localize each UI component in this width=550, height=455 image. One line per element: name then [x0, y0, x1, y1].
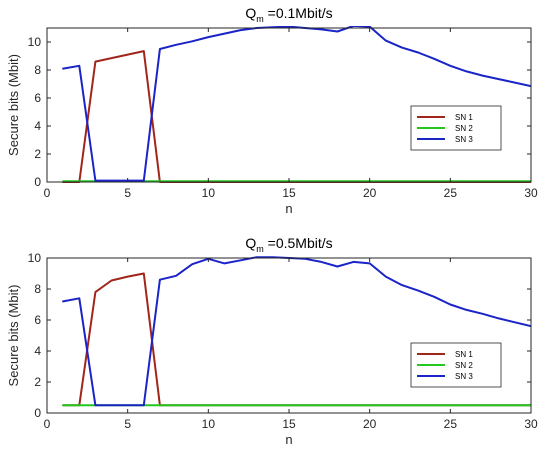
x-tick-label: 30 — [524, 417, 538, 431]
chart-title: Qm =0.5Mbit/s — [245, 235, 332, 254]
y-tick-label: 8 — [34, 282, 41, 296]
y-tick-label: 2 — [34, 147, 41, 161]
x-tick-label: 20 — [363, 417, 377, 431]
title-subscript: m — [256, 14, 264, 24]
x-tick-label: 25 — [444, 417, 458, 431]
chart-panel-1: Qm =0.1Mbit/s 0 5 10 15 20 25 30 0 2 4 6 8 10 n Secure … — [6, 5, 538, 216]
x-tick-label: 25 — [444, 186, 458, 200]
y-tick-label: 4 — [34, 344, 41, 358]
title-rest: =0.1Mbit/s — [264, 5, 333, 21]
x-axis-label: n — [285, 201, 292, 216]
x-tick-label: 0 — [44, 417, 51, 431]
legend-label-2: SN 2 — [455, 361, 473, 370]
x-tick-label: 30 — [524, 186, 538, 200]
title-subscript: m — [256, 244, 264, 254]
x-axis-label: n — [285, 432, 292, 447]
y-tick-label: 0 — [34, 406, 41, 420]
y-tick-label: 6 — [34, 91, 41, 105]
chart-title: Qm =0.1Mbit/s — [245, 5, 332, 24]
title-rest: =0.5Mbit/s — [264, 235, 333, 251]
legend: SN 1 SN 2 SN 3 — [410, 342, 502, 388]
y-tick-label: 10 — [28, 35, 42, 49]
y-axis-label: Secure bits (Mbit) — [6, 285, 21, 387]
y-tick-label: 0 — [34, 175, 41, 189]
chart-panel-2: Qm =0.5Mbit/s 0 5 10 15 20 25 30 0 2 4 6 8 10 n Secure … — [6, 235, 538, 447]
x-tick-label: 15 — [282, 417, 296, 431]
y-tick-label: 2 — [34, 375, 41, 389]
title-main: Q — [245, 5, 256, 21]
plot-frame — [46, 257, 532, 414]
x-tick-label: 10 — [202, 186, 216, 200]
legend-label-1: SN 1 — [455, 113, 473, 122]
legend-label-2: SN 2 — [455, 124, 473, 133]
x-tick-label: 5 — [124, 417, 131, 431]
y-tick-label: 6 — [34, 313, 41, 327]
legend: SN 1 SN 2 SN 3 — [410, 105, 502, 151]
x-tick-label: 5 — [124, 186, 131, 200]
series-line-3 — [62, 26, 531, 182]
y-tick-label: 8 — [34, 63, 41, 77]
x-tick-label: 20 — [363, 186, 377, 200]
legend-label-3: SN 3 — [455, 372, 473, 381]
x-tick-label: 15 — [282, 186, 296, 200]
legend-label-1: SN 1 — [455, 350, 473, 359]
legend-label-3: SN 3 — [455, 135, 473, 144]
title-main: Q — [245, 235, 256, 251]
y-tick-label: 4 — [34, 119, 41, 133]
y-axis-label: Secure bits (Mbit) — [6, 54, 21, 156]
series-group — [62, 26, 531, 183]
x-tick-label: 0 — [44, 186, 51, 200]
y-tick-label: 10 — [28, 251, 42, 265]
x-tick-label: 10 — [202, 417, 216, 431]
plot-frame — [46, 27, 532, 183]
